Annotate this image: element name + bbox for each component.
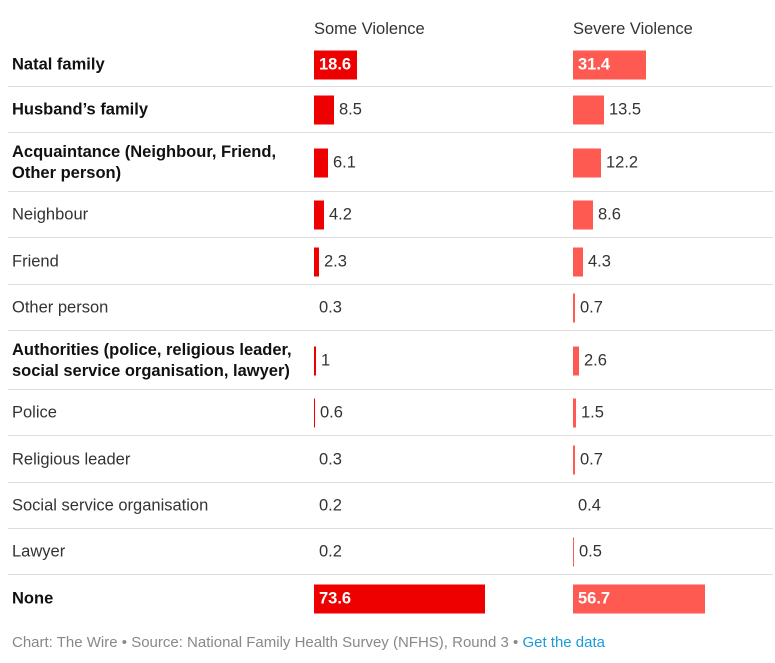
value-label-some: 18.6 [319,55,352,74]
value-label-some: 0.2 [319,496,342,515]
row-divider [8,574,773,575]
value-label-severe: 0.4 [578,496,601,515]
value-label-severe: 56.7 [578,589,611,607]
value-label-severe: 31.4 [578,55,611,74]
value-label-some: 8.5 [339,100,362,119]
table-row: Police 0.6 1.5 [0,390,775,436]
row-label: Lawyer [12,542,66,561]
bar-severe-violence [573,537,574,567]
value-label-severe: 8.6 [598,205,621,224]
value-label-some: 6.1 [333,153,356,171]
bar-severe-violence [573,200,593,230]
bar-severe-violence [573,584,705,613]
bar-severe-violence [573,346,579,375]
value-label-severe: 0.7 [580,450,603,468]
value-label-some: 0.3 [319,450,342,468]
value-label-some: 0.6 [320,403,343,422]
row-divider [8,330,773,331]
row-label: Social service organisation [12,496,209,515]
bar-some-violence [314,398,315,428]
value-label-severe: 1.5 [581,403,604,422]
bar-severe-violence [573,95,604,125]
row-divider [8,528,773,529]
row-divider [8,86,773,87]
value-label-some: 73.6 [319,589,352,607]
value-label-some: 4.2 [329,205,352,224]
table-row: Lawyer 0.2 0.5 [0,529,775,575]
row-divider [8,191,773,192]
bar-severe-violence [573,398,576,428]
value-label-severe: 4.3 [588,252,611,270]
row-label: Natal family [12,55,105,74]
bar-severe-violence [573,247,583,276]
footer-source: Source: National Family Health Survey (N… [131,634,509,651]
table-row: Natal family 18.6 31.4 [0,43,775,87]
row-divider [8,435,773,436]
value-label-some: 1 [321,351,331,369]
chart-footer: Chart: The Wire • Source: National Famil… [12,634,605,651]
table-row: Acquaintance (Neighbour, Friend, Other p… [0,133,775,192]
table-row: Husband’s family 8.5 13.5 [0,87,775,133]
row-divider [8,237,773,238]
column-header-some-violence: Some Violence [314,20,425,38]
bar-some-violence [314,200,324,230]
bar-severe-violence [573,50,646,80]
table-row: Neighbour 4.2 8.6 [0,192,775,238]
bar-some-violence [314,584,485,613]
value-label-some: 2.3 [324,252,347,270]
row-label: None [12,589,54,607]
table-row: Friend 2.3 4.3 [0,238,775,285]
value-label-some: 0.2 [319,542,342,561]
bar-some-violence [314,346,316,375]
row-divider [8,389,773,390]
row-label: Authorities (police, religious leader, s… [12,340,292,380]
table-row: Other person 0.3 0.7 [0,285,775,331]
value-label-some: 0.3 [319,298,342,317]
bar-some-violence [314,247,319,276]
row-label: Neighbour [12,205,89,224]
bar-severe-violence [573,293,575,323]
bar-some-violence [314,95,334,125]
bar-severe-violence [573,445,575,474]
row-label: Husband’s family [12,100,149,119]
footer-separator: • [508,634,523,651]
row-divider [8,482,773,483]
bar-some-violence [314,50,357,80]
get-the-data-link[interactable]: Get the data [522,634,605,651]
footer-credit: Chart: The Wire [12,634,118,651]
bar-severe-violence [573,148,601,177]
table-row: None 73.6 56.7 [0,575,775,622]
value-label-severe: 2.6 [584,351,607,369]
row-label: Religious leader [12,450,131,468]
row-divider [8,284,773,285]
row-label: Friend [12,252,59,270]
value-label-severe: 0.7 [580,298,603,317]
row-label: Acquaintance (Neighbour, Friend, Other p… [12,142,277,182]
bar-some-violence [314,148,328,177]
row-divider [8,132,773,133]
row-label: Other person [12,298,109,317]
value-label-severe: 12.2 [606,153,639,171]
row-label: Police [12,403,57,422]
table-row: Social service organisation 0.2 0.4 [0,483,775,529]
value-label-severe: 13.5 [609,100,642,119]
table-row: Authorities (police, religious leader, s… [0,331,775,390]
column-header-severe-violence: Severe Violence [573,20,693,38]
footer-separator: • [117,634,132,651]
value-label-severe: 0.5 [579,542,602,561]
table-row: Religious leader 0.3 0.7 [0,436,775,483]
